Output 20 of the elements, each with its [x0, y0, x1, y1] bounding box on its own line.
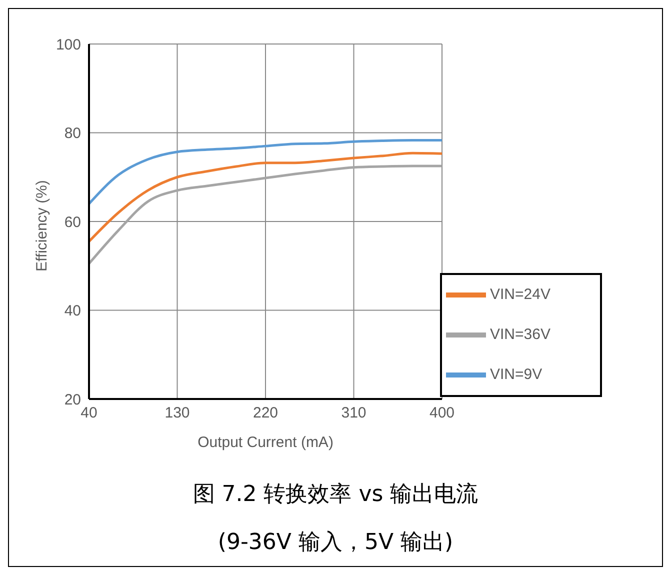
legend-label: VIN=36V	[490, 326, 550, 343]
x-tick-label: 310	[341, 404, 366, 422]
legend-label: VIN=9V	[490, 366, 542, 383]
x-tick-label: 130	[164, 404, 190, 422]
x-tick-label: 400	[429, 404, 455, 422]
line-series	[89, 139, 442, 205]
y-tick-label: 60	[64, 214, 81, 231]
y-tick-label: 20	[64, 391, 81, 408]
y-tick-label: 100	[56, 36, 81, 54]
line-series	[89, 152, 442, 243]
line-series	[89, 164, 442, 265]
y-tick-label: 40	[64, 302, 81, 320]
text: 图 7.2 转换效率 vs 输出电流	[192, 481, 480, 509]
y-tick-label: 80	[64, 125, 81, 142]
legend-label: VIN=24V	[490, 286, 550, 303]
x-tick-label: 220	[252, 404, 278, 422]
text: (9-36V 输入，5V 输出)	[216, 529, 454, 557]
y-axis-title: Efficiency (%)	[33, 180, 50, 272]
x-axis-title: Output Current (mA)	[198, 434, 334, 451]
x-tick-label: 40	[80, 404, 98, 422]
